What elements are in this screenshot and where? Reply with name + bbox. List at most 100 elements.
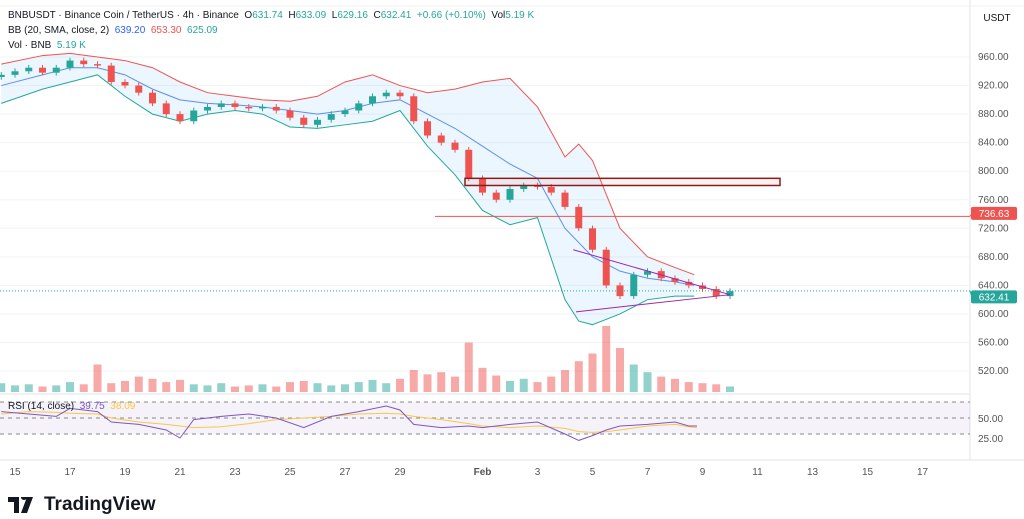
high-value: 633.09 [295,10,327,21]
x-tick-label: 17 [64,467,76,478]
volume-bar [134,376,143,392]
volume-bar [203,385,212,392]
volume-bar [258,384,267,392]
candle [245,106,253,109]
volume-bar [52,385,61,392]
volume-bar [217,383,226,392]
x-tick-label: Feb [474,467,492,478]
candle [424,121,431,136]
volume-value: 5.19 K [56,40,86,51]
bb-fill [1,53,695,325]
volume-bar [272,386,281,392]
volume-bar [176,379,184,392]
candle [396,92,404,97]
tradingview-logo[interactable]: TradingView [8,494,156,516]
x-tick-label: 15 [9,467,21,478]
x-tick-label: 27 [339,467,351,478]
bb-legend[interactable]: BB (20, SMA, close, 2) 639.20 653.30 625… [8,25,218,36]
brand-name: TradingView [44,494,156,515]
volume-bar [24,384,33,392]
candle [644,271,651,275]
y-tick-label: 920.00 [978,81,1009,92]
open-label: O [244,10,253,21]
rsi-tick-label: 50.00 [978,414,1003,425]
candle [547,186,555,193]
candle [121,81,129,86]
candle [671,278,679,282]
vol-value: 5.19 K [505,10,535,21]
x-tick-label: 3 [535,467,541,478]
volume-bar [478,367,487,392]
candle [259,106,266,109]
volume-bar [79,384,88,392]
volume-bar [299,381,308,392]
symbol-title: BNBUSDT · Binance Coin / TetherUS · 4h ·… [8,10,239,21]
volume-bar [671,378,679,392]
x-tick-label: 11 [752,467,763,478]
close-label: C [373,10,381,21]
candle [11,71,19,75]
volume-bar [506,381,514,392]
bb-label: BB (20, SMA, close, 2) [8,25,110,36]
volume-bar [313,383,322,392]
candle [410,96,418,122]
close-value: 632.41 [380,10,412,21]
x-tick-label: 21 [174,467,186,478]
volume-bar [464,342,473,392]
resistance-zone [464,177,781,187]
candle [602,249,610,286]
volume-bar [189,384,198,392]
candle [561,192,569,207]
x-tick-label: 19 [119,467,131,478]
currency-label: USDT [983,13,1010,24]
volume-bar [0,383,6,392]
y-tick-label: 560.00 [978,338,1009,349]
y-tick-label: 680.00 [978,252,1009,263]
volume-bar [684,382,693,392]
candle [25,67,33,72]
candle [382,92,390,97]
low-value: 629.16 [337,10,368,21]
volume-bar [368,379,377,392]
x-tick-label: 17 [917,467,929,478]
candle [465,149,473,179]
volume-bar [437,372,446,392]
volume-legend[interactable]: Vol · BNB 5.19 K [8,40,86,51]
volume-bar [547,376,556,392]
rsi-line [1,405,697,441]
volume-bar [574,361,583,392]
change-value: +0.66 (+0.10%) [416,10,486,21]
volume-bar [148,378,157,392]
candle [162,103,170,115]
bb-mid-value: 639.20 [114,25,146,36]
y-tick-label: 520.00 [978,366,1009,377]
volume-bar [519,378,528,392]
volume-bar [66,382,74,392]
volume-bar [726,386,734,392]
y-tick-label: 720.00 [978,223,1009,234]
candle [506,189,514,200]
candle [520,185,528,190]
volume-bar [643,372,652,392]
candle [630,274,638,297]
x-tick-label: 23 [229,467,241,478]
y-tick-label: 600.00 [978,309,1009,320]
y-tick-label: 880.00 [978,109,1009,120]
candle [217,103,225,107]
line-price-label: 736.63 [979,209,1010,220]
candle [204,106,211,111]
volume-bar [107,383,116,392]
volume-bar [423,374,432,392]
candle [616,285,624,297]
volume-bar [354,382,363,392]
volume-bar [244,385,253,392]
volume-bar [602,326,611,392]
candle [314,119,321,125]
y-tick-label: 960.00 [978,52,1009,63]
y-tick-label: 760.00 [978,195,1009,206]
high-label: H [288,10,296,21]
rsi-legend[interactable]: RSI (14, close) 39.75 38.09 [8,401,135,412]
candle [94,64,101,66]
bb-lower-line [1,74,695,326]
